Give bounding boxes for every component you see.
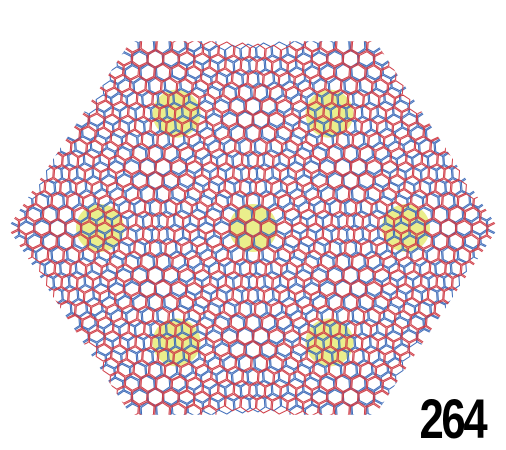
lattice-layer-red	[8, 41, 498, 415]
highlight-spot	[76, 204, 124, 252]
figure-number-label: 264	[415, 391, 488, 447]
lattice-layer-blue	[8, 41, 498, 415]
highlight-spot	[229, 204, 277, 252]
lattice-hexagons	[8, 41, 498, 415]
lattice-hexagons	[8, 41, 498, 415]
highlight-spot	[382, 204, 430, 252]
